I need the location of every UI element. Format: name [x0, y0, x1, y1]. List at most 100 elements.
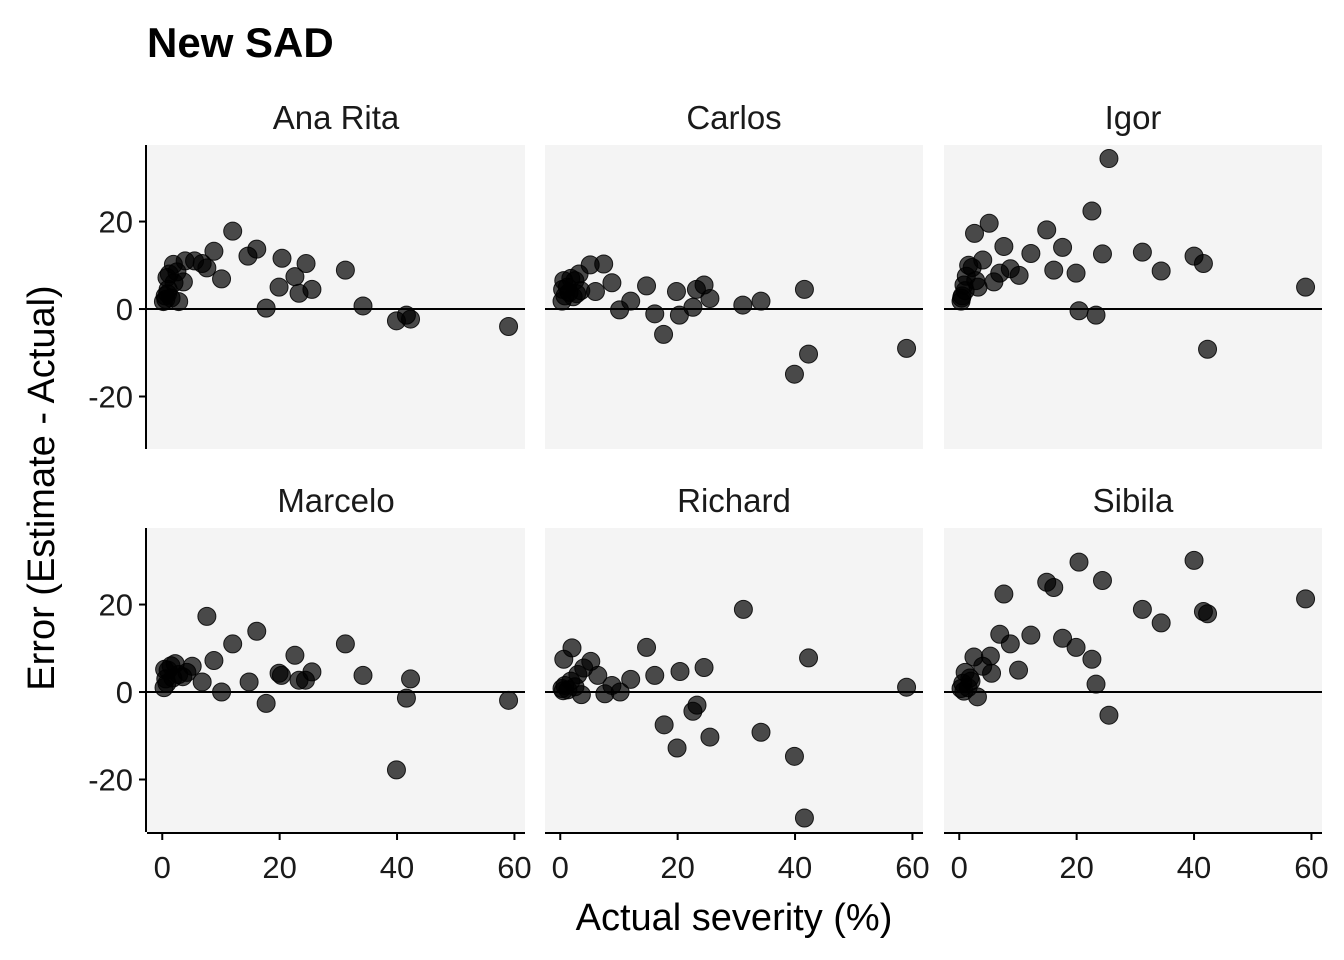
- data-point: [654, 324, 674, 344]
- data-point: [167, 262, 187, 282]
- data-point: [1086, 674, 1106, 694]
- data-point: [269, 277, 289, 297]
- data-point: [554, 649, 574, 669]
- data-point: [197, 606, 217, 626]
- data-point: [1296, 589, 1316, 609]
- panel-title: Carlos: [686, 99, 781, 136]
- data-point: [683, 701, 703, 721]
- data-point: [1037, 220, 1057, 240]
- data-point: [669, 305, 689, 325]
- data-point: [984, 272, 1004, 292]
- data-point: [155, 659, 175, 679]
- x-tick-label: 40: [380, 850, 414, 885]
- panel-background: [147, 145, 525, 449]
- data-point: [386, 760, 406, 780]
- panel-marcelo: Marcelo: [147, 482, 525, 832]
- panel-carlos: Carlos: [545, 99, 923, 449]
- x-tick-label: 20: [262, 850, 296, 885]
- data-point: [223, 634, 243, 654]
- panels: Ana Rita Carlos Igor Marcelo Richard Sibila: [147, 99, 1322, 832]
- data-point: [1069, 552, 1089, 572]
- data-point: [335, 634, 355, 654]
- data-point: [212, 269, 232, 289]
- data-point: [700, 289, 720, 309]
- data-point: [994, 236, 1014, 256]
- data-point: [979, 213, 999, 233]
- data-point: [794, 808, 814, 828]
- panel-sibila: Sibila: [944, 482, 1322, 832]
- data-point: [595, 684, 615, 704]
- data-point: [223, 221, 243, 241]
- data-point: [686, 279, 706, 299]
- y-axis: -20 0 20: [88, 145, 147, 449]
- y-tick-label: 0: [116, 292, 133, 327]
- data-point: [968, 277, 988, 297]
- x-tick-label: 20: [1059, 850, 1093, 885]
- data-point: [1053, 237, 1073, 257]
- panel-background: [944, 528, 1322, 832]
- panel-title: Marcelo: [277, 482, 394, 519]
- data-point: [302, 279, 322, 299]
- data-point: [621, 669, 641, 689]
- x-tick-label: 60: [895, 850, 929, 885]
- data-point: [401, 309, 421, 329]
- data-point: [994, 584, 1014, 604]
- y-axis: -20 0 20: [88, 528, 147, 832]
- data-point: [553, 681, 573, 701]
- panel-igor: Igor: [944, 99, 1322, 449]
- data-point: [645, 665, 665, 685]
- data-point: [1092, 570, 1112, 590]
- data-point: [897, 677, 917, 697]
- data-point: [1151, 261, 1171, 281]
- data-point: [285, 645, 305, 665]
- x-axes: 0 20 40 60 0 20 40 60 0 20 40 60: [147, 832, 1329, 885]
- data-point: [733, 295, 753, 315]
- data-point: [602, 273, 622, 293]
- data-point: [637, 276, 657, 296]
- data-point: [1044, 260, 1064, 280]
- data-point: [645, 304, 665, 324]
- y-tick-label: -20: [88, 763, 133, 798]
- data-point: [1082, 649, 1102, 669]
- data-point: [256, 693, 276, 713]
- data-point: [212, 682, 232, 702]
- data-point: [1086, 305, 1106, 325]
- data-point: [1198, 604, 1218, 624]
- data-point: [637, 637, 657, 657]
- data-point: [574, 658, 594, 678]
- data-point: [239, 672, 259, 692]
- data-point: [654, 715, 674, 735]
- chart-title: New SAD: [147, 19, 334, 66]
- x-axis: 0 20 40 60: [545, 832, 930, 885]
- data-point: [1009, 660, 1029, 680]
- y-tick-label: 20: [99, 588, 133, 623]
- data-point: [396, 688, 416, 708]
- data-point: [1193, 254, 1213, 274]
- data-point: [353, 665, 373, 685]
- data-point: [784, 746, 804, 766]
- data-point: [666, 282, 686, 302]
- x-tick-label: 40: [778, 850, 812, 885]
- data-point: [799, 648, 819, 668]
- data-point: [1066, 637, 1086, 657]
- data-point: [158, 284, 178, 304]
- y-axes: -20 0 20 -20 0 20: [88, 145, 147, 832]
- data-point: [1044, 577, 1064, 597]
- data-point: [1066, 263, 1086, 283]
- data-point: [733, 599, 753, 619]
- x-tick-label: 0: [951, 850, 968, 885]
- data-point: [177, 662, 197, 682]
- y-axis-label: Error (Estimate - Actual): [21, 285, 63, 690]
- data-point: [192, 672, 212, 692]
- data-point: [295, 670, 315, 690]
- data-point: [960, 668, 980, 688]
- panel-background: [545, 145, 923, 449]
- data-point: [1053, 628, 1073, 648]
- data-point: [794, 279, 814, 299]
- data-point: [897, 338, 917, 358]
- panel-title: Sibila: [1093, 482, 1174, 519]
- data-point: [1021, 625, 1041, 645]
- y-tick-label: -20: [88, 380, 133, 415]
- data-point: [1000, 634, 1020, 654]
